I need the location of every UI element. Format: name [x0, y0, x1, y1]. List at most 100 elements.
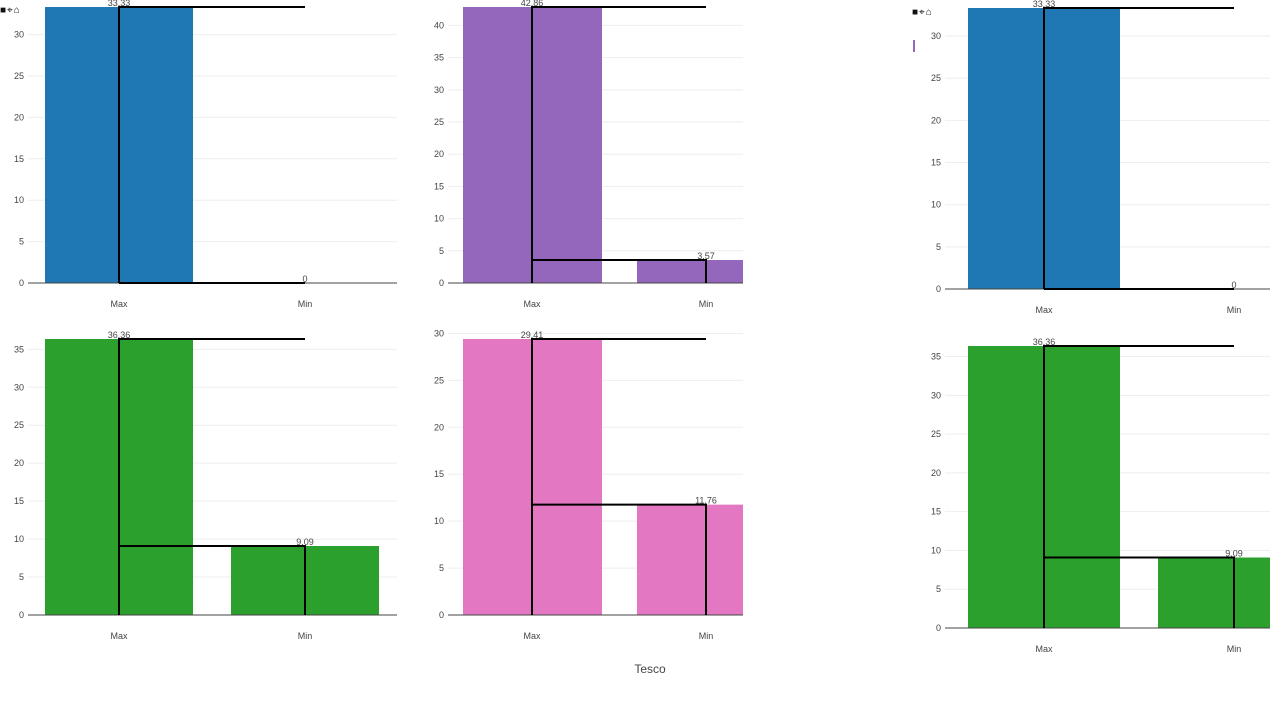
bar-min	[637, 504, 743, 615]
bar-chart-bottom-right: 0 5 10 15 20 25 30 35 Max Min 36.36 9.09	[931, 337, 1270, 654]
data-label: 0	[302, 274, 307, 284]
overlay-step-max	[1043, 345, 1234, 628]
x-tick-label: Min	[298, 299, 313, 309]
y-tick-label: 15	[931, 507, 941, 517]
y-tick-label: 30	[14, 30, 24, 40]
y-tick-label: 10	[14, 534, 24, 544]
x-tick-label: Max	[110, 299, 128, 309]
overlay-step-max	[1043, 7, 1234, 289]
overlay-step-max	[118, 6, 305, 283]
x-tick-label: Max	[110, 631, 128, 641]
y-tick-label: 10	[931, 200, 941, 210]
data-label: 42.86	[521, 0, 544, 8]
bar-chart-top-right: 0 5 10 15 20 25 30 Max Min 33.33 0	[931, 0, 1270, 315]
y-tick-label: 5	[936, 584, 941, 594]
y-tick-label: 10	[14, 195, 24, 205]
x-axis-title: Tesco	[634, 662, 666, 676]
y-tick-label: 5	[936, 242, 941, 252]
y-tick-label: 15	[14, 496, 24, 506]
y-tick-label: 40	[434, 20, 444, 30]
y-tick-label: 20	[14, 112, 24, 122]
bar-chart-top-middle: 0 5 10 15 20 25 30 35 40 Max Min 42.86 3.57	[434, 0, 743, 309]
x-tick-label: Max	[523, 299, 541, 309]
data-label: 36.36	[108, 330, 131, 340]
y-tick-label: 0	[936, 284, 941, 294]
y-tick-label: 10	[434, 214, 444, 224]
y-tick-label: 30	[434, 328, 444, 338]
y-tick-label: 25	[434, 117, 444, 127]
y-tick-label: 25	[931, 429, 941, 439]
x-tick-label: Max	[1035, 305, 1053, 315]
home-icon[interactable]: ⌂	[925, 7, 932, 18]
zoom-icon[interactable]: ⌖	[7, 5, 13, 16]
y-tick-label: 15	[931, 158, 941, 168]
y-tick-label: 35	[931, 352, 941, 362]
bar-min	[1158, 557, 1270, 628]
data-label: 9.09	[296, 537, 314, 547]
y-tick-label: 5	[439, 563, 444, 573]
data-label: 36.36	[1033, 337, 1056, 347]
bar-chart-bottom-left: 0 5 10 15 20 25 30 35 Max Min 36.36 9.09	[14, 330, 397, 641]
data-label: 33.33	[108, 0, 131, 8]
y-tick-label: 20	[434, 149, 444, 159]
y-tick-label: 25	[14, 71, 24, 81]
y-tick-label: 5	[19, 237, 24, 247]
chart-panel-top-right: 0 5 10 15 20 25 30 Max Min 33.33 0	[915, 0, 1270, 330]
chart-panel-bottom-right: 0 5 10 15 20 25 30 35 Max Min 36.36 9.09	[915, 335, 1270, 660]
y-tick-label: 0	[936, 623, 941, 633]
x-tick-label: Min	[1227, 305, 1242, 315]
y-tick-label: 25	[14, 420, 24, 430]
y-tick-label: 30	[931, 31, 941, 41]
y-tick-label: 35	[14, 344, 24, 354]
data-label: 33.33	[1033, 0, 1056, 9]
overlay-step-min	[1044, 556, 1235, 628]
modebar-right: ■⌖⌂	[912, 8, 933, 18]
y-tick-label: 30	[434, 85, 444, 95]
home-icon[interactable]: ⌂	[13, 5, 20, 16]
overlay-step-max	[531, 338, 706, 615]
y-tick-label: 25	[931, 73, 941, 83]
y-tick-label: 30	[931, 390, 941, 400]
x-tick-label: Max	[523, 631, 541, 641]
y-tick-label: 20	[434, 422, 444, 432]
overlay-step-min	[532, 259, 707, 283]
chart-panel-top-middle: 0 5 10 15 20 25 30 35 40 Max Min 42.86 3.57	[420, 0, 750, 318]
chart-panel-bottom-middle: 0 5 10 15 20 25 30 Max Min 29.41 11.76	[420, 325, 750, 650]
data-label: 11.76	[695, 496, 717, 506]
data-label: 9.09	[1225, 549, 1243, 559]
y-tick-label: 15	[434, 181, 444, 191]
legend-swatch[interactable]	[913, 40, 915, 52]
x-tick-label: Min	[1227, 644, 1242, 654]
bar-min	[637, 260, 743, 283]
y-tick-label: 0	[439, 610, 444, 620]
y-tick-label: 0	[439, 278, 444, 288]
x-tick-label: Max	[1035, 644, 1053, 654]
x-tick-label: Min	[699, 299, 714, 309]
y-tick-label: 0	[19, 278, 24, 288]
y-tick-label: 15	[14, 154, 24, 164]
y-tick-label: 20	[14, 458, 24, 468]
y-tick-label: 30	[14, 382, 24, 392]
overlay-step-min	[119, 545, 306, 615]
overlay-step-max	[531, 6, 706, 283]
x-tick-label: Min	[699, 631, 714, 641]
chart-panel-top-left: 0 5 10 15 20 25 30 Max Min 33.33 0	[0, 0, 420, 318]
data-label: 29.41	[521, 330, 544, 340]
bar-chart-top-left: 0 5 10 15 20 25 30 Max Min 33.33 0	[14, 0, 397, 309]
y-tick-label: 15	[434, 469, 444, 479]
y-tick-label: 10	[434, 516, 444, 526]
save-icon[interactable]: ■	[0, 5, 7, 16]
save-icon[interactable]: ■	[912, 7, 919, 18]
y-tick-label: 10	[931, 545, 941, 555]
x-tick-label: Min	[298, 631, 313, 641]
zoom-icon[interactable]: ⌖	[919, 7, 925, 18]
y-tick-label: 35	[434, 53, 444, 63]
modebar-left: ■⌖⌂	[0, 6, 21, 16]
overlay-step-max	[118, 338, 305, 615]
y-tick-label: 5	[439, 246, 444, 256]
data-label: 3.57	[697, 251, 715, 261]
y-tick-label: 20	[931, 115, 941, 125]
y-tick-label: 25	[434, 375, 444, 385]
chart-panel-bottom-left: 0 5 10 15 20 25 30 35 Max Min 36.36 9.09	[0, 330, 420, 650]
overlay-step-min	[532, 503, 707, 615]
